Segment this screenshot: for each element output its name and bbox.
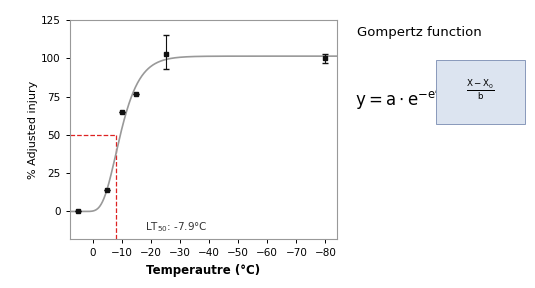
Text: $\mathsf{\frac{X-X_0}{b}}$: $\mathsf{\frac{X-X_0}{b}}$ bbox=[466, 79, 495, 103]
Text: $\mathsf{y = a \cdot e}^{\mathsf{-e}^{\prime}}$: $\mathsf{y = a \cdot e}^{\mathsf{-e}^{\p… bbox=[355, 87, 439, 112]
Text: Gompertz function: Gompertz function bbox=[357, 26, 482, 39]
FancyBboxPatch shape bbox=[436, 60, 525, 124]
X-axis label: Temperautre (°C): Temperautre (°C) bbox=[146, 264, 261, 276]
Y-axis label: % Adjusted injury: % Adjusted injury bbox=[28, 80, 38, 179]
Text: LT$_{50}$: -7.9°C: LT$_{50}$: -7.9°C bbox=[145, 220, 208, 234]
